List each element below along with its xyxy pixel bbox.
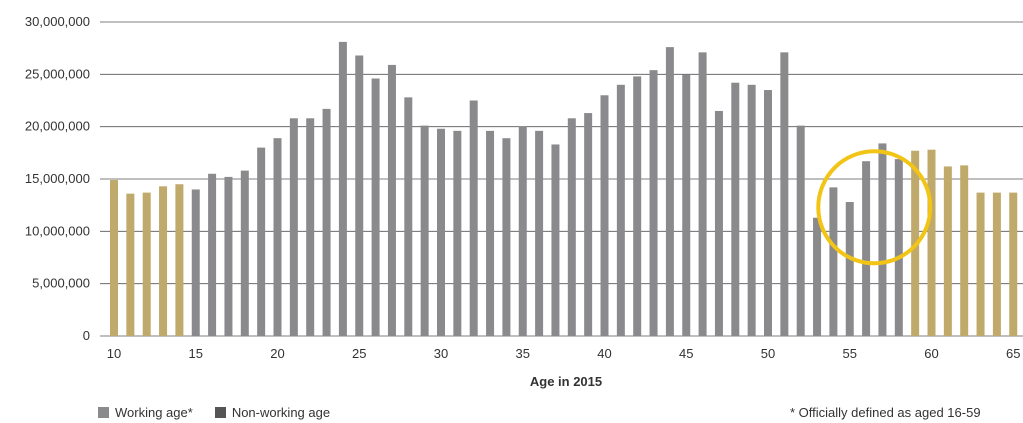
bar-age-13: [159, 186, 168, 336]
bar-age-17: [224, 176, 233, 336]
bar-age-58: [894, 159, 903, 336]
bar-age-42: [633, 76, 642, 336]
x-axis-title: Age in 2015: [530, 374, 602, 389]
x-tick-label: 15: [189, 346, 203, 361]
bar-age-49: [747, 84, 756, 336]
bar-age-54: [829, 187, 838, 336]
y-tick-label: 15,000,000: [25, 171, 90, 186]
bar-age-12: [142, 192, 151, 336]
bar-age-63: [976, 192, 985, 336]
y-tick-label: 30,000,000: [25, 14, 90, 29]
x-tick-label: 30: [434, 346, 448, 361]
y-axis-tick-labels: 0 5,000,000 10,000,000 15,000,000 20,000,000…: [25, 14, 90, 343]
footnote: * Officially defined as aged 16-59: [790, 405, 981, 420]
bar-age-28: [404, 97, 413, 336]
bar-age-48: [731, 82, 740, 336]
bar-age-65: [1009, 192, 1018, 336]
x-tick-label: 20: [270, 346, 284, 361]
bars: [110, 41, 1018, 337]
x-tick-label: 50: [761, 346, 775, 361]
bar-age-32: [469, 100, 478, 336]
highlight-circle: [816, 149, 933, 266]
legend-item-working: Working age*: [98, 405, 193, 420]
bar-age-35: [518, 126, 527, 337]
bar-age-62: [960, 165, 969, 336]
highlight-annotation: [816, 149, 933, 266]
bar-age-40: [600, 95, 609, 337]
bar-age-64: [992, 192, 1001, 336]
bar-age-50: [764, 90, 772, 337]
bar-age-57: [878, 143, 887, 336]
bar-age-19: [257, 147, 266, 336]
bar-age-60: [927, 149, 936, 336]
bar-age-61: [943, 166, 952, 336]
bar-age-16: [208, 173, 217, 336]
bar-age-18: [240, 170, 249, 336]
bar-age-33: [486, 130, 495, 336]
legend-item-non-working: Non-working age: [214, 405, 331, 420]
bar-age-26: [371, 78, 380, 337]
y-tick-label: 10,000,000: [25, 223, 90, 238]
bar-age-55: [845, 202, 854, 336]
bar-age-39: [584, 113, 593, 336]
bar-age-44: [665, 47, 674, 337]
y-tick-label: 5,000,000: [32, 276, 90, 291]
x-tick-label: 60: [924, 346, 938, 361]
bar-age-45: [682, 74, 691, 336]
bar-age-38: [567, 118, 576, 336]
legend: Working age* Non-working age: [98, 405, 330, 420]
x-tick-label: 25: [352, 346, 366, 361]
x-axis-tick-labels: 10 15 20 25 30 35 40 45 50 55 60 65: [107, 346, 1021, 361]
bar-age-52: [796, 125, 805, 337]
bar-age-29: [420, 125, 429, 337]
bar-age-31: [453, 130, 462, 336]
bar-age-46: [698, 52, 707, 336]
gridlines: [100, 21, 1023, 337]
x-tick-label: 65: [1006, 346, 1020, 361]
bar-age-41: [616, 84, 625, 336]
bar-age-11: [126, 193, 135, 336]
bar-age-10: [110, 180, 118, 336]
bar-age-21: [289, 118, 298, 336]
chart: 0 5,000,000 10,000,000 15,000,000 20,000,000…: [25, 14, 1023, 389]
legend-label-non-working: Non-working age: [231, 405, 331, 420]
bar-age-53: [813, 217, 822, 336]
bar-age-34: [502, 138, 511, 336]
bar-age-20: [273, 138, 282, 336]
bar-age-51: [780, 52, 789, 336]
bar-age-15: [191, 189, 200, 336]
bar-age-23: [322, 108, 331, 336]
y-tick-label: 20,000,000: [25, 119, 90, 134]
legend-swatch-working: [98, 407, 109, 418]
bar-age-22: [306, 118, 315, 336]
x-tick-label: 35: [516, 346, 530, 361]
y-tick-label: 0: [83, 328, 90, 343]
x-tick-label: 40: [597, 346, 611, 361]
bar-age-47: [714, 110, 723, 336]
bar-age-25: [355, 55, 364, 336]
bar-age-43: [649, 70, 658, 336]
bar-age-56: [862, 161, 871, 336]
y-tick-label: 25,000,000: [25, 66, 90, 81]
legend-label-working: Working age*: [115, 405, 193, 420]
bar-age-37: [551, 144, 560, 336]
bar-age-24: [338, 41, 347, 337]
x-tick-label: 55: [843, 346, 857, 361]
bar-age-30: [437, 128, 445, 336]
bar-age-27: [387, 64, 396, 336]
bar-age-14: [175, 184, 184, 336]
legend-swatch-non-working: [214, 407, 226, 418]
x-tick-label: 45: [679, 346, 693, 361]
bar-age-36: [535, 130, 544, 336]
x-tick-label: 10: [107, 346, 121, 361]
